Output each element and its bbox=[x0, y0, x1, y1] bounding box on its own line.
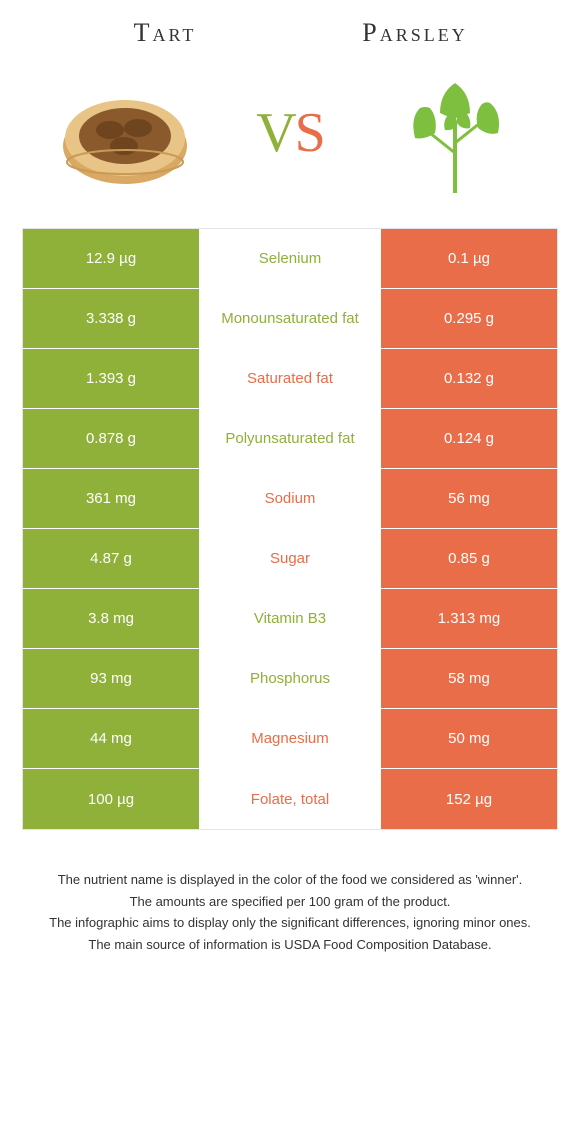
header: Tart Parsley bbox=[0, 0, 580, 58]
nutrient-label: Magnesium bbox=[201, 709, 379, 768]
table-row: 1.393 gSaturated fat0.132 g bbox=[23, 349, 557, 409]
left-value: 100 µg bbox=[23, 769, 201, 829]
left-value: 361 mg bbox=[23, 469, 201, 528]
nutrient-label: Folate, total bbox=[201, 769, 379, 829]
right-food-image bbox=[380, 68, 530, 198]
nutrient-label: Monounsaturated fat bbox=[201, 289, 379, 348]
right-value: 0.85 g bbox=[379, 529, 557, 588]
vs-v: V bbox=[256, 102, 294, 164]
right-value: 152 µg bbox=[379, 769, 557, 829]
right-value: 0.132 g bbox=[379, 349, 557, 408]
nutrient-label: Vitamin B3 bbox=[201, 589, 379, 648]
vs-label: VS bbox=[256, 101, 324, 165]
right-value: 56 mg bbox=[379, 469, 557, 528]
right-value: 50 mg bbox=[379, 709, 557, 768]
comparison-table: 12.9 µgSelenium0.1 µg3.338 gMonounsatura… bbox=[22, 228, 558, 830]
left-value: 4.87 g bbox=[23, 529, 201, 588]
footer: The nutrient name is displayed in the co… bbox=[30, 870, 550, 954]
left-value: 0.878 g bbox=[23, 409, 201, 468]
table-row: 0.878 gPolyunsaturated fat0.124 g bbox=[23, 409, 557, 469]
table-row: 100 µgFolate, total152 µg bbox=[23, 769, 557, 829]
table-row: 93 mgPhosphorus58 mg bbox=[23, 649, 557, 709]
left-value: 3.8 mg bbox=[23, 589, 201, 648]
table-row: 3.338 gMonounsaturated fat0.295 g bbox=[23, 289, 557, 349]
table-row: 3.8 mgVitamin B31.313 mg bbox=[23, 589, 557, 649]
footer-line-3: The infographic aims to display only the… bbox=[30, 913, 550, 933]
left-food-image bbox=[50, 68, 200, 198]
right-title: Parsley bbox=[290, 18, 540, 48]
left-title: Tart bbox=[40, 18, 290, 48]
images-row: VS bbox=[0, 58, 580, 228]
left-value: 3.338 g bbox=[23, 289, 201, 348]
right-value: 1.313 mg bbox=[379, 589, 557, 648]
footer-line-1: The nutrient name is displayed in the co… bbox=[30, 870, 550, 890]
nutrient-label: Sugar bbox=[201, 529, 379, 588]
left-value: 1.393 g bbox=[23, 349, 201, 408]
nutrient-label: Selenium bbox=[201, 229, 379, 288]
nutrient-label: Phosphorus bbox=[201, 649, 379, 708]
left-value: 12.9 µg bbox=[23, 229, 201, 288]
left-value: 44 mg bbox=[23, 709, 201, 768]
left-value: 93 mg bbox=[23, 649, 201, 708]
footer-line-2: The amounts are specified per 100 gram o… bbox=[30, 892, 550, 912]
right-value: 0.124 g bbox=[379, 409, 557, 468]
footer-line-4: The main source of information is USDA F… bbox=[30, 935, 550, 955]
table-row: 4.87 gSugar0.85 g bbox=[23, 529, 557, 589]
nutrient-label: Sodium bbox=[201, 469, 379, 528]
right-value: 0.1 µg bbox=[379, 229, 557, 288]
vs-s: S bbox=[295, 102, 324, 164]
right-value: 58 mg bbox=[379, 649, 557, 708]
right-value: 0.295 g bbox=[379, 289, 557, 348]
table-row: 361 mgSodium56 mg bbox=[23, 469, 557, 529]
table-row: 44 mgMagnesium50 mg bbox=[23, 709, 557, 769]
nutrient-label: Saturated fat bbox=[201, 349, 379, 408]
nutrient-label: Polyunsaturated fat bbox=[201, 409, 379, 468]
table-row: 12.9 µgSelenium0.1 µg bbox=[23, 229, 557, 289]
